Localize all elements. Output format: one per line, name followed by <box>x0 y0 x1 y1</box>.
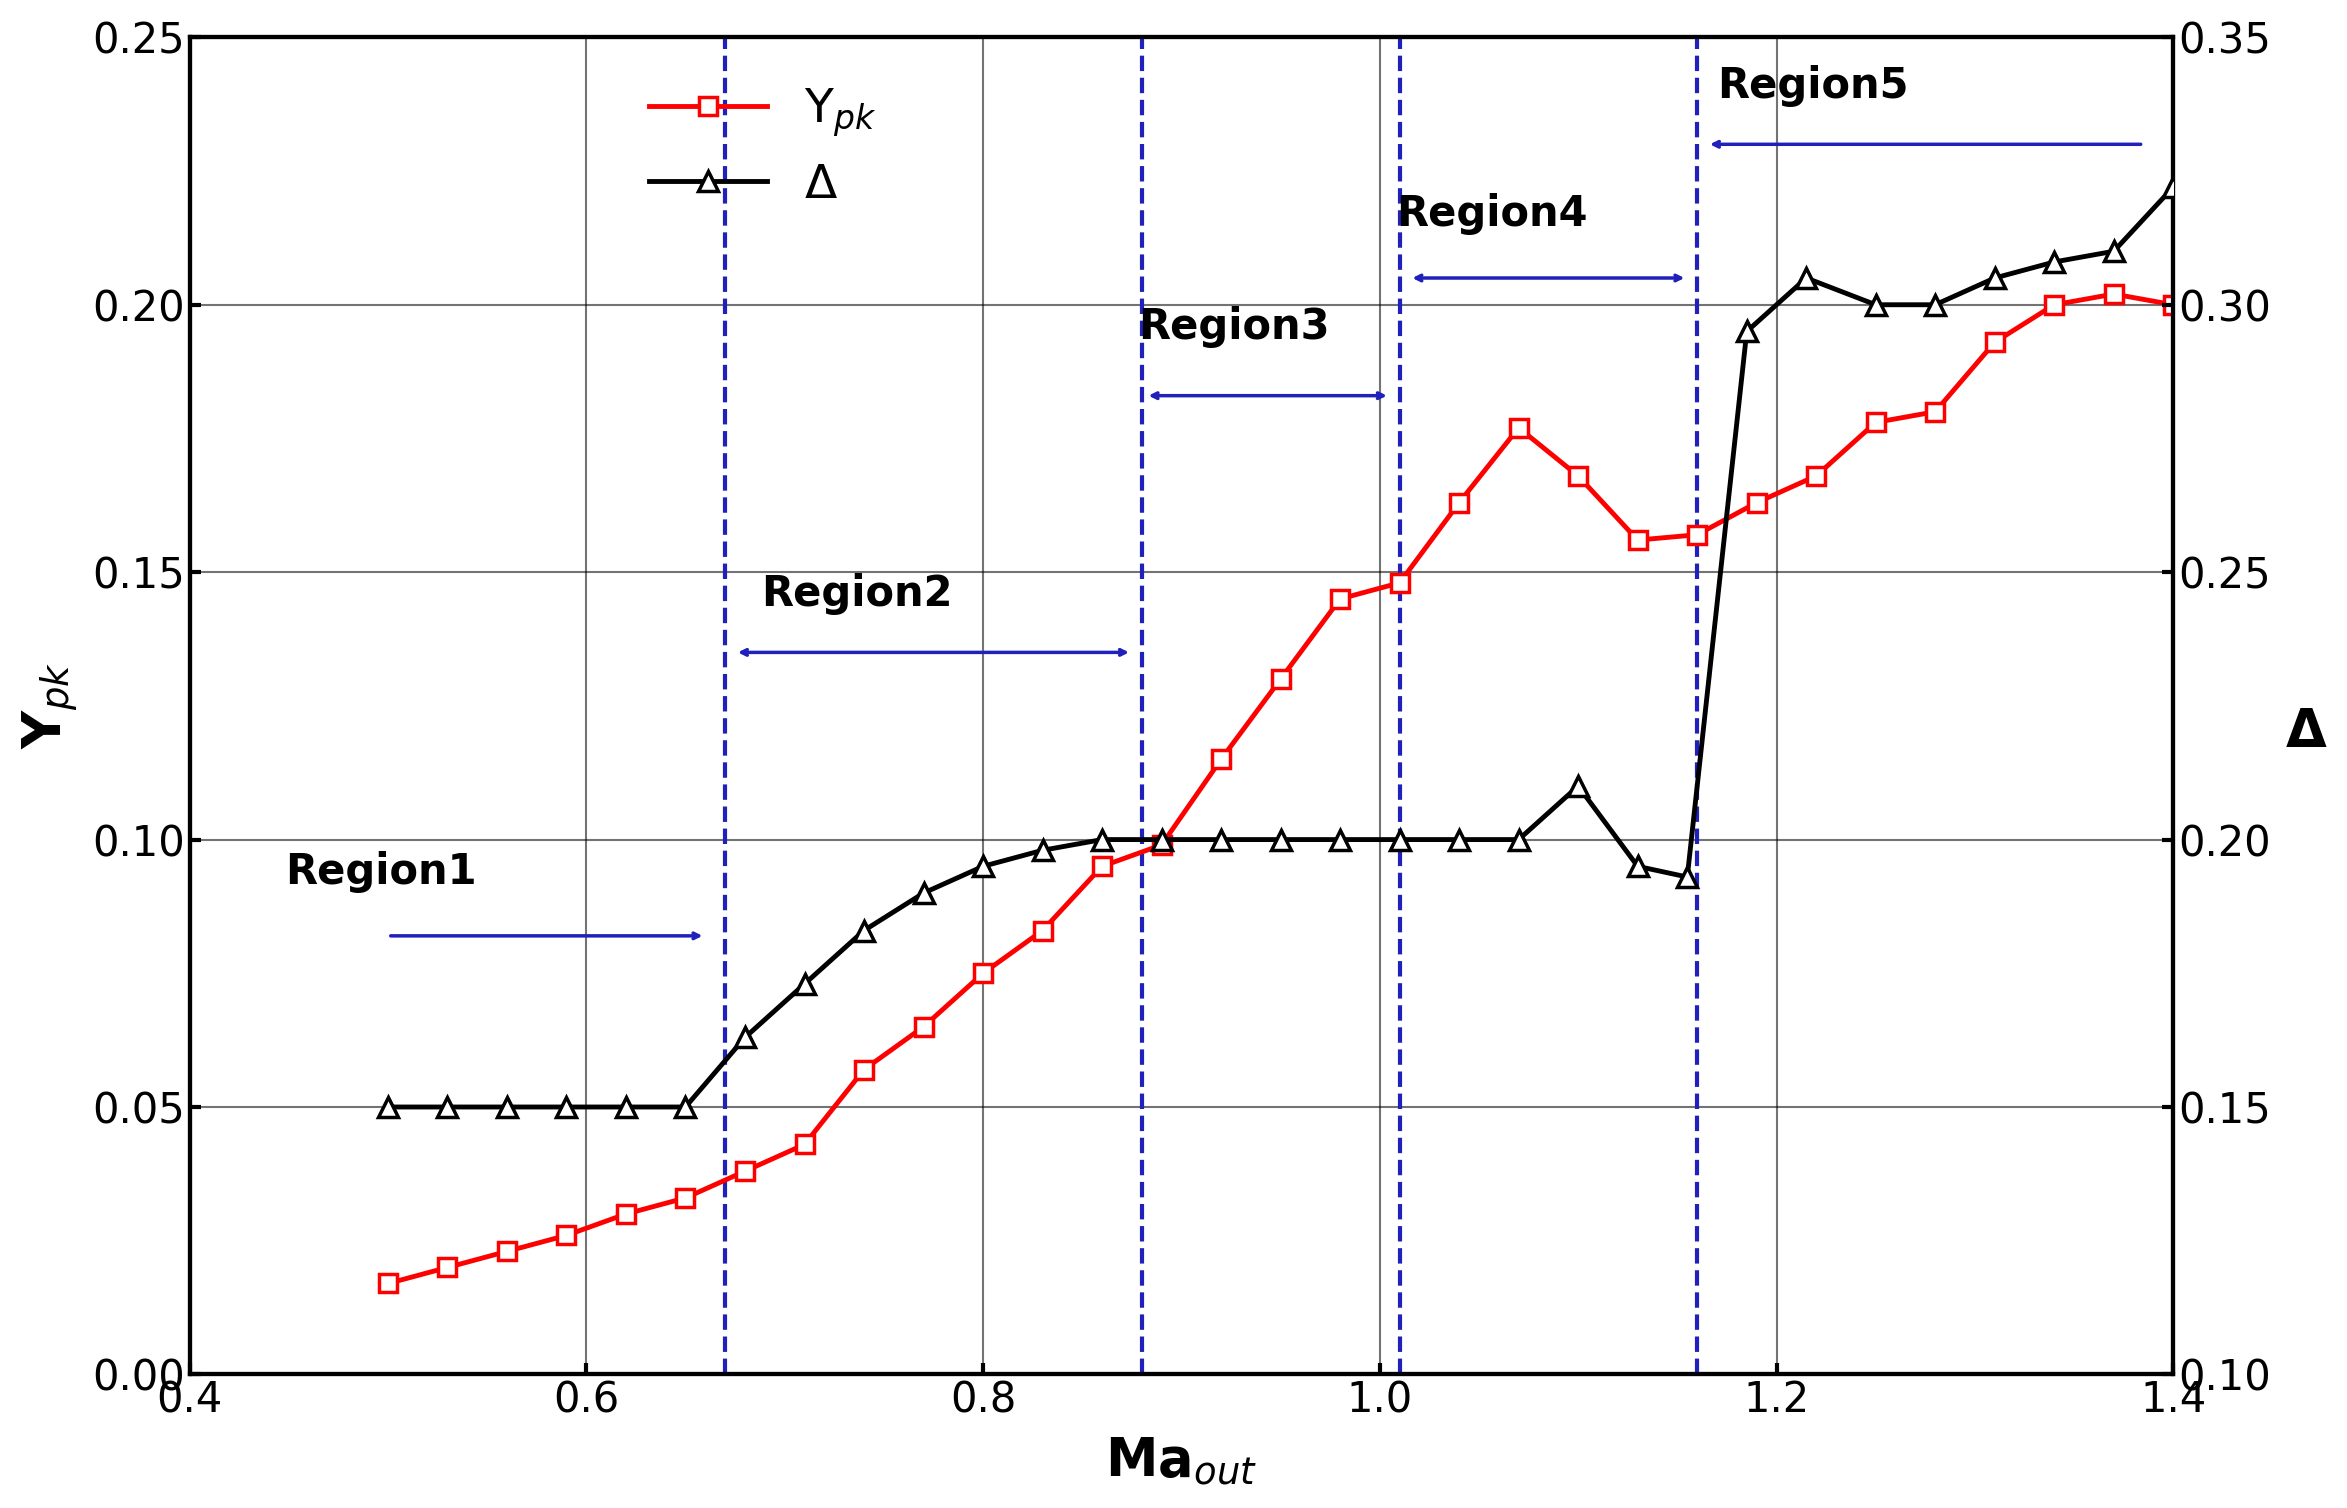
Text: Region4: Region4 <box>1396 193 1587 235</box>
Y-axis label: Y$_{pk}$: Y$_{pk}$ <box>21 662 80 749</box>
Y-axis label: Δ: Δ <box>2286 706 2326 759</box>
Text: Region5: Region5 <box>1718 65 1908 107</box>
Text: Region2: Region2 <box>760 573 953 615</box>
Text: Region3: Region3 <box>1138 306 1328 347</box>
X-axis label: Ma$_{out}$: Ma$_{out}$ <box>1105 1436 1258 1487</box>
Legend: Y$_{pk}$, Δ: Y$_{pk}$, Δ <box>629 68 897 226</box>
Text: Region1: Region1 <box>284 851 476 893</box>
